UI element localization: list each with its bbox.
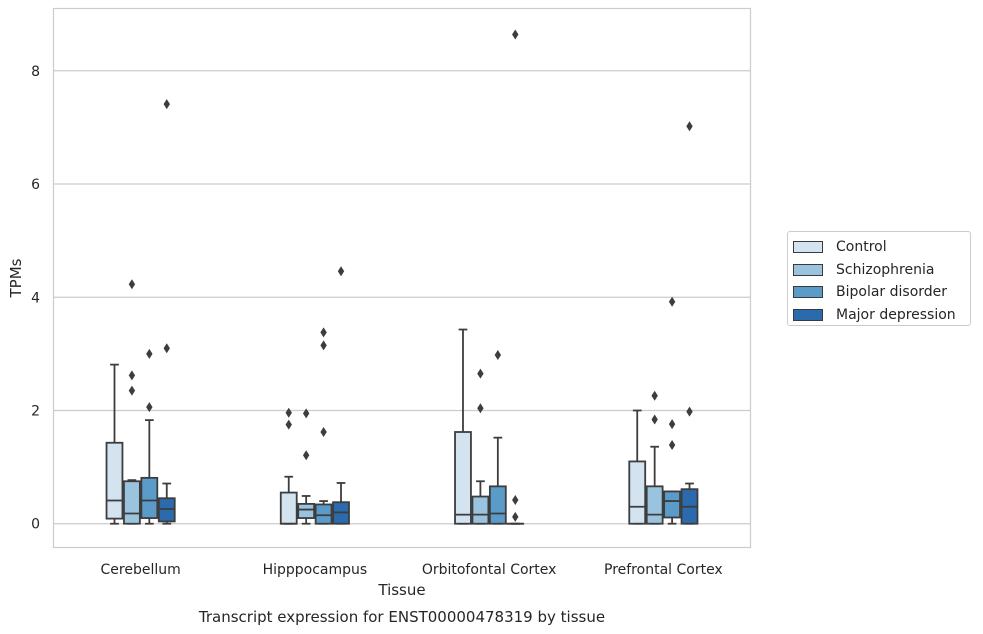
- plot-area: [52, 7, 752, 549]
- legend-label-control: Control: [836, 239, 887, 256]
- box-major-depression-orbitofontal-cortex-outlier-0: [512, 29, 519, 40]
- legend-swatch-bipolar-disorder: [793, 286, 823, 299]
- box-schizophrenia-orbitofontal-cortex-outlier-1: [477, 403, 484, 414]
- y-tick-label-2: 2: [31, 403, 40, 419]
- box-schizophrenia-prefrontal-cortex: [645, 390, 664, 525]
- y-tick-labels: 0 2 4 6 8: [31, 64, 40, 533]
- box-major-depression-orbitofontal-cortex: [506, 29, 525, 525]
- box-schizophrenia-cerebellum-outlier-0: [128, 279, 136, 290]
- box-control-orbitofontal-cortex-iqr-box: [454, 431, 472, 525]
- box-bipolar-disorder-orbitofontal-cortex-iqr-box: [488, 485, 507, 525]
- box-schizophrenia-cerebellum-iqr-box: [123, 480, 141, 525]
- box-bipolar-disorder-prefrontal-cortex-outlier-1: [668, 419, 676, 430]
- y-tick-label-0: 0: [31, 517, 40, 533]
- legend-label-bipolar-disorder: Bipolar disorder: [836, 284, 948, 301]
- box-bipolar-disorder-cerebellum-outlier-1: [146, 402, 153, 413]
- legend-item-major-depression: Major depression: [793, 304, 970, 327]
- box-schizophrenia-cerebellum: [123, 279, 141, 525]
- box-bipolar-disorder-prefrontal-cortex-outlier-0: [668, 296, 676, 307]
- chart-title: Transcript expression for ENST0000047831…: [198, 608, 605, 626]
- x-tick-labels: Cerebellum Hipppocampus Orbitofontal Corte…: [101, 562, 723, 578]
- legend-item-bipolar-disorder: Bipolar disorder: [793, 281, 970, 304]
- box-bipolar-disorder-orbitofontal-cortex-outlier-0: [494, 350, 502, 360]
- box-control-cerebellum: [105, 363, 124, 525]
- box-major-depression-prefrontal-cortex-outlier-0: [686, 121, 693, 132]
- box-schizophrenia-hipppocampus-outlier-0: [302, 408, 310, 419]
- box-major-depression-orbitofontal-cortex-outlier-2: [512, 511, 519, 522]
- box-control-hipppocampus-outlier-1: [285, 419, 292, 430]
- legend-swatch-control: [793, 241, 823, 254]
- box-bipolar-disorder-orbitofontal-cortex: [488, 350, 507, 525]
- box-schizophrenia-orbitofontal-cortex: [471, 368, 490, 525]
- box-schizophrenia-orbitofontal-cortex-iqr-box: [471, 495, 490, 525]
- legend-item-control: Control: [793, 236, 970, 259]
- legend: Control Schizophrenia Bipolar disorder M…: [787, 231, 971, 326]
- x-tick-label-hipppocampus: Hipppocampus: [263, 562, 368, 578]
- box-bipolar-disorder-hipppocampus-outlier-2: [320, 427, 327, 437]
- box-major-depression-cerebellum-outlier-0: [163, 99, 170, 110]
- y-axis-label: TPMs: [7, 258, 25, 298]
- box-schizophrenia-cerebellum-outlier-2: [128, 385, 136, 396]
- box-schizophrenia-orbitofontal-cortex-outlier-0: [477, 368, 484, 379]
- legend-label-major-depression: Major depression: [836, 306, 956, 323]
- box-major-depression-prefrontal-cortex: [680, 121, 699, 525]
- box-schizophrenia-hipppocampus-outlier-1: [302, 450, 310, 461]
- box-control-prefrontal-cortex-iqr-box: [628, 460, 647, 525]
- box-schizophrenia-hipppocampus-iqr-box: [297, 503, 316, 519]
- box-control-prefrontal-cortex: [628, 409, 647, 525]
- box-bipolar-disorder-hipppocampus: [314, 327, 333, 525]
- box-bipolar-disorder-cerebellum: [140, 348, 159, 525]
- box-control-orbitofontal-cortex: [454, 328, 472, 525]
- box-schizophrenia-cerebellum-outlier-1: [128, 370, 136, 381]
- box-schizophrenia-prefrontal-cortex-outlier-1: [651, 414, 658, 425]
- box-schizophrenia-hipppocampus: [297, 408, 316, 525]
- box-schizophrenia-prefrontal-cortex-iqr-box: [645, 485, 664, 525]
- y-tick-label-4: 4: [31, 290, 40, 306]
- x-tick-label-orbitofontal-cortex: Orbitofontal Cortex: [422, 562, 557, 578]
- box-major-depression-orbitofontal-cortex-outlier-1: [512, 494, 519, 505]
- y-tick-label-8: 8: [31, 64, 40, 80]
- box-schizophrenia-prefrontal-cortex-outlier-0: [651, 390, 658, 401]
- box-control-hipppocampus-iqr-box: [279, 491, 298, 525]
- box-major-depression-cerebellum: [157, 99, 176, 525]
- boxes: [105, 29, 699, 525]
- legend-swatch-schizophrenia: [793, 263, 823, 276]
- box-control-cerebellum-iqr-box: [105, 441, 124, 520]
- box-major-depression-prefrontal-cortex-outlier-1: [686, 406, 693, 417]
- x-axis-label: Tissue: [377, 581, 425, 599]
- box-bipolar-disorder-hipppocampus-outlier-0: [320, 327, 327, 338]
- box-control-hipppocampus: [279, 407, 298, 525]
- legend-label-schizophrenia: Schizophrenia: [836, 261, 935, 278]
- box-bipolar-disorder-cerebellum-iqr-box: [140, 476, 159, 519]
- box-bipolar-disorder-prefrontal-cortex-iqr-box: [663, 490, 681, 519]
- box-major-depression-hipppocampus-outlier-0: [337, 266, 345, 277]
- legend-swatch-major-depression: [793, 308, 823, 321]
- box-bipolar-disorder-hipppocampus-iqr-box: [314, 503, 333, 525]
- box-control-hipppocampus-outlier-0: [285, 407, 292, 418]
- box-bipolar-disorder-prefrontal-cortex-outlier-2: [668, 440, 676, 451]
- legend-item-schizophrenia: Schizophrenia: [793, 259, 970, 282]
- box-major-depression-hipppocampus: [332, 266, 350, 525]
- box-bipolar-disorder-hipppocampus-outlier-1: [320, 340, 327, 351]
- x-tick-label-cerebellum: Cerebellum: [101, 562, 181, 578]
- box-major-depression-cerebellum-outlier-1: [163, 343, 170, 354]
- box-bipolar-disorder-cerebellum-outlier-0: [146, 348, 153, 359]
- x-tick-label-prefrontal-cortex: Prefrontal Cortex: [604, 562, 723, 578]
- box-bipolar-disorder-prefrontal-cortex: [663, 296, 681, 525]
- y-tick-label-6: 6: [31, 177, 40, 193]
